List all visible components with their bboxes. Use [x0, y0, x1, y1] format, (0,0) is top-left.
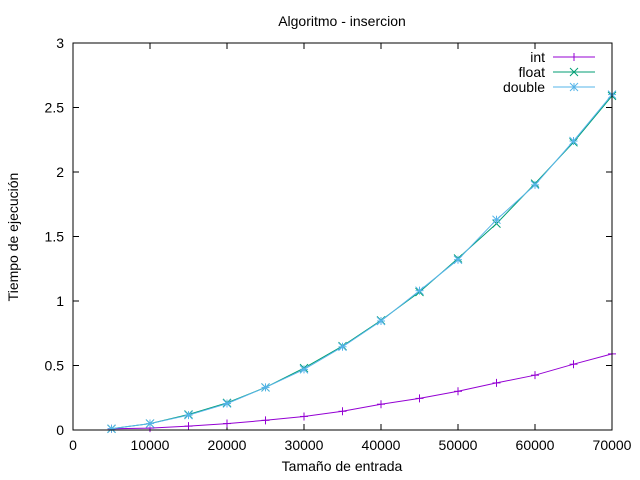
legend-marker	[569, 82, 579, 92]
y-axis-label: Tiempo de ejecución	[5, 173, 21, 302]
x-tick-label: 10000	[131, 437, 170, 453]
legend-entry-int: int	[530, 49, 595, 65]
x-tick-label: 70000	[593, 437, 632, 453]
legend-entry-double: double	[503, 79, 595, 95]
x-tick-label: 20000	[208, 437, 247, 453]
data-point-double	[222, 399, 232, 408]
legend-marker	[569, 67, 579, 77]
data-point-int	[492, 378, 501, 387]
y-tick-label: 2.5	[45, 100, 65, 116]
data-point-double	[492, 215, 501, 225]
data-point-int	[415, 394, 424, 403]
y-tick-label: 0	[56, 422, 64, 438]
data-point-double	[338, 342, 347, 352]
legend-label: int	[530, 49, 545, 65]
plot-area	[107, 90, 617, 434]
legend-label: double	[503, 79, 545, 95]
data-point-double	[569, 136, 578, 146]
data-point-int	[454, 387, 462, 396]
data-point-int	[377, 400, 385, 409]
chart-title: Algoritmo - insercion	[278, 13, 406, 29]
data-point-int	[184, 422, 193, 431]
series-double	[107, 90, 617, 434]
data-point-int	[338, 407, 347, 416]
legend-label: float	[519, 64, 546, 80]
data-point-int	[261, 416, 270, 425]
data-point-double	[415, 286, 424, 296]
axis-ticks: 0 10000 20000 30000 40000 50000 60000 70000 0 0.5…	[45, 35, 632, 453]
y-tick-label: 2	[56, 164, 64, 180]
data-point-double	[299, 365, 309, 374]
y-tick-label: 0.5	[45, 358, 65, 374]
x-tick-label: 50000	[439, 437, 478, 453]
data-point-int	[300, 412, 308, 421]
y-tick-label: 1.5	[45, 229, 65, 245]
data-point-double	[184, 410, 193, 420]
y-tick-label: 3	[56, 35, 64, 51]
x-tick-label: 0	[69, 437, 77, 453]
data-point-double	[107, 424, 116, 434]
x-tick-label: 40000	[362, 437, 401, 453]
series-int	[107, 349, 616, 433]
data-point-double	[530, 180, 540, 190]
x-tick-label: 30000	[285, 437, 324, 453]
series-line-double	[111, 94, 613, 430]
data-point-double	[453, 255, 463, 265]
plot-frame	[72, 42, 613, 431]
data-point-double	[145, 419, 155, 428]
data-point-int	[223, 419, 231, 428]
data-point-int	[531, 371, 539, 380]
y-tick-label: 1	[56, 293, 64, 309]
data-point-double	[261, 383, 270, 392]
x-axis-label: Tamaño de entrada	[282, 458, 403, 474]
data-point-double	[376, 316, 386, 326]
legend-entry-float: float	[519, 64, 595, 80]
x-tick-label: 60000	[516, 437, 555, 453]
data-point-int	[569, 360, 578, 369]
series-line-int	[111, 353, 613, 430]
legend-marker	[570, 53, 578, 61]
